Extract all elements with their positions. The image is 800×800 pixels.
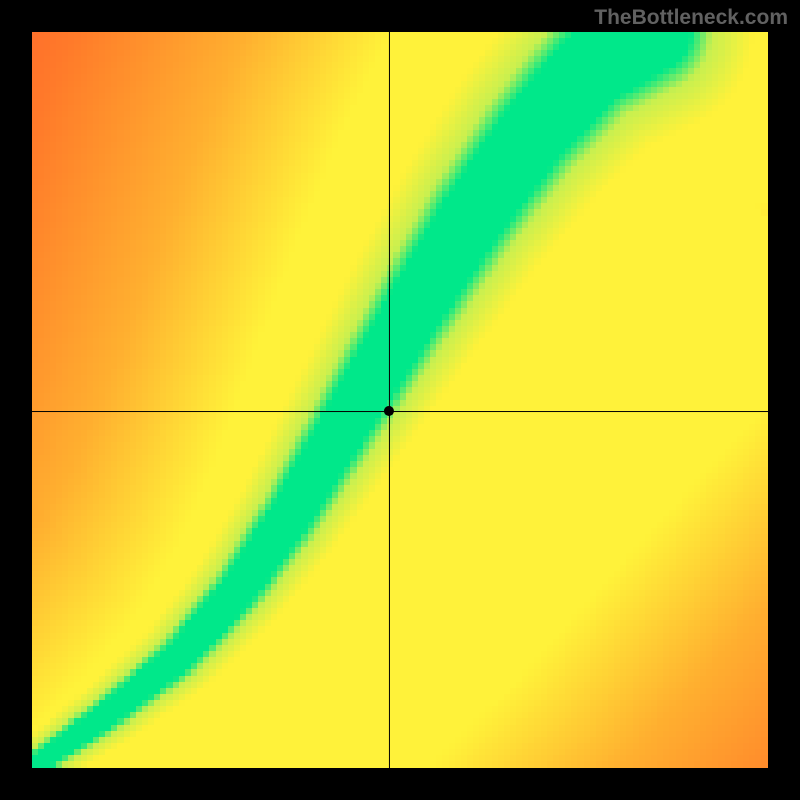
plot-area [32, 32, 768, 768]
heatmap-canvas [32, 32, 768, 768]
chart-container: TheBottleneck.com [0, 0, 800, 800]
watermark-text: TheBottleneck.com [594, 6, 788, 30]
